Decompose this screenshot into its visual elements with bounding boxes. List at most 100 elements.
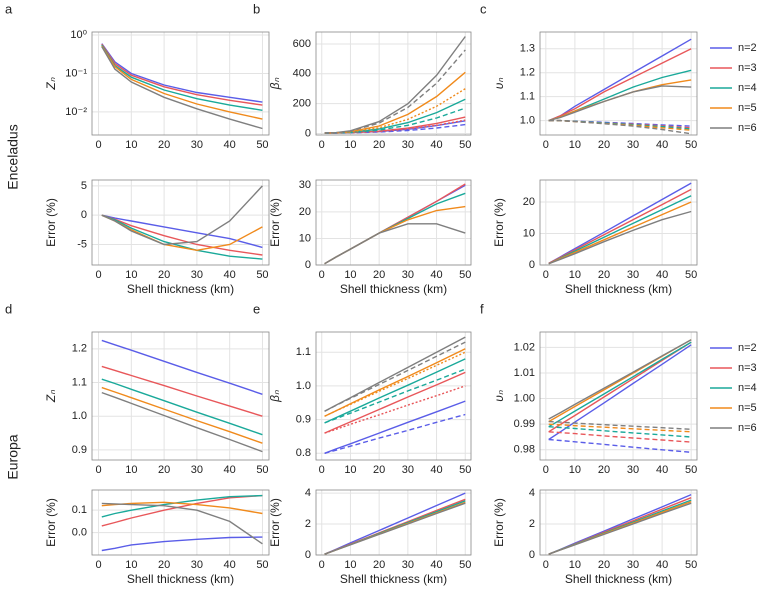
x-tick-label: 0 xyxy=(319,269,325,281)
series-line xyxy=(101,45,263,120)
series-line xyxy=(101,494,263,518)
y-axis-label: Error (%) xyxy=(492,498,506,547)
series-line xyxy=(324,371,466,434)
y-tick-label: 10 xyxy=(299,232,311,244)
x-tick-label: 50 xyxy=(685,269,697,281)
series-line xyxy=(324,88,466,134)
x-tick-label: 10 xyxy=(125,139,137,151)
row-label: Europa xyxy=(5,434,21,479)
series-line xyxy=(548,341,692,428)
y-tick-label: 0.9 xyxy=(72,444,87,456)
x-tick-label: 50 xyxy=(685,139,697,151)
legend-label: n=3 xyxy=(738,62,757,74)
panel-letter: f xyxy=(480,301,484,316)
x-tick-label: 0 xyxy=(95,139,101,151)
series-line xyxy=(548,438,692,453)
x-tick-label: 40 xyxy=(430,464,442,476)
x-tick-label: 30 xyxy=(627,559,639,571)
x-tick-label: 40 xyxy=(224,139,236,151)
x-tick-label: 30 xyxy=(627,139,639,151)
series-line xyxy=(548,431,692,443)
plot-frame xyxy=(91,331,270,461)
x-axis-label: Shell thickness (km) xyxy=(340,572,447,586)
panel-letter: c xyxy=(480,1,487,16)
series-line xyxy=(101,391,263,453)
series-line xyxy=(324,368,466,424)
x-tick-label: 30 xyxy=(191,269,203,281)
x-tick-label: 40 xyxy=(656,559,668,571)
series-line xyxy=(548,48,692,122)
x-tick-label: 50 xyxy=(685,559,697,571)
series-line xyxy=(101,43,263,106)
x-tick-label: 20 xyxy=(373,559,385,571)
panel-letter: e xyxy=(253,301,260,316)
x-tick-label: 20 xyxy=(598,269,610,281)
row-label: Enceladus xyxy=(5,124,21,189)
plot-frame xyxy=(539,331,698,461)
series-line xyxy=(324,98,466,134)
x-tick-label: 20 xyxy=(158,139,170,151)
y-tick-label: 1.0 xyxy=(72,410,87,422)
y-tick-label: 1.0 xyxy=(520,115,535,127)
x-axis-label: Shell thickness (km) xyxy=(565,572,672,586)
series-line xyxy=(548,119,692,127)
series-line xyxy=(324,348,466,417)
plot-frame xyxy=(91,179,270,266)
panel-letter: b xyxy=(253,1,260,16)
y-tick-label: 400 xyxy=(293,68,311,80)
legend-label: n=5 xyxy=(738,402,757,414)
y-tick-label: 0.8 xyxy=(296,447,311,459)
x-tick-label: 0 xyxy=(543,559,549,571)
legend-label: n=3 xyxy=(738,362,757,374)
y-tick-label: 0 xyxy=(305,549,311,561)
y-tick-label: 0.1 xyxy=(72,504,87,516)
y-axis-label: Error (%) xyxy=(44,198,58,247)
series-line xyxy=(548,195,692,265)
series-line xyxy=(101,378,263,436)
y-tick-label: 0.98 xyxy=(514,444,535,456)
x-tick-label: 30 xyxy=(191,139,203,151)
y-tick-label: 0 xyxy=(529,259,535,271)
x-tick-label: 30 xyxy=(402,464,414,476)
series-line xyxy=(548,38,692,122)
x-tick-label: 20 xyxy=(158,559,170,571)
x-tick-label: 50 xyxy=(459,269,471,281)
y-tick-label: 5 xyxy=(81,180,87,192)
x-axis-label: Shell thickness (km) xyxy=(127,572,234,586)
panel-letter: a xyxy=(5,1,13,16)
panel-letter: d xyxy=(5,301,12,316)
x-tick-label: 40 xyxy=(224,269,236,281)
y-axis-label: βₙ xyxy=(268,77,282,90)
x-tick-label: 40 xyxy=(430,269,442,281)
x-tick-label: 10 xyxy=(344,464,356,476)
y-tick-label: 10⁰ xyxy=(70,29,87,41)
y-axis-label: Error (%) xyxy=(44,498,58,547)
plot-frame xyxy=(315,31,472,136)
x-tick-label: 0 xyxy=(95,464,101,476)
series-line xyxy=(324,400,466,454)
x-tick-label: 20 xyxy=(373,464,385,476)
y-tick-label: 1.1 xyxy=(72,376,87,388)
y-axis-label: Zₙ xyxy=(44,390,58,403)
x-tick-label: 10 xyxy=(125,464,137,476)
plot-frame xyxy=(91,489,270,556)
x-tick-label: 0 xyxy=(543,139,549,151)
y-tick-label: 0.99 xyxy=(514,418,535,430)
plot-frame xyxy=(315,179,472,266)
series-line xyxy=(101,494,263,527)
series-line xyxy=(324,119,466,134)
x-tick-label: 0 xyxy=(319,139,325,151)
y-tick-label: 10 xyxy=(523,227,535,239)
y-axis-label: Zₙ xyxy=(44,77,58,90)
plot-frame xyxy=(91,31,270,136)
x-tick-label: 30 xyxy=(402,559,414,571)
y-tick-label: 2 xyxy=(305,518,311,530)
series-line xyxy=(548,423,692,433)
y-axis-label: βₙ xyxy=(268,390,282,403)
series-line xyxy=(324,385,466,434)
series-line xyxy=(548,201,692,265)
x-tick-label: 10 xyxy=(344,269,356,281)
series-line xyxy=(548,210,692,265)
x-tick-label: 40 xyxy=(430,559,442,571)
